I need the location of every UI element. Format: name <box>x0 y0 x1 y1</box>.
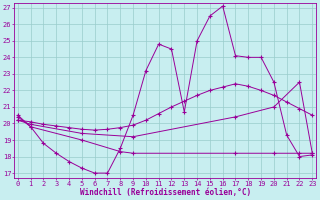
X-axis label: Windchill (Refroidissement éolien,°C): Windchill (Refroidissement éolien,°C) <box>80 188 251 197</box>
